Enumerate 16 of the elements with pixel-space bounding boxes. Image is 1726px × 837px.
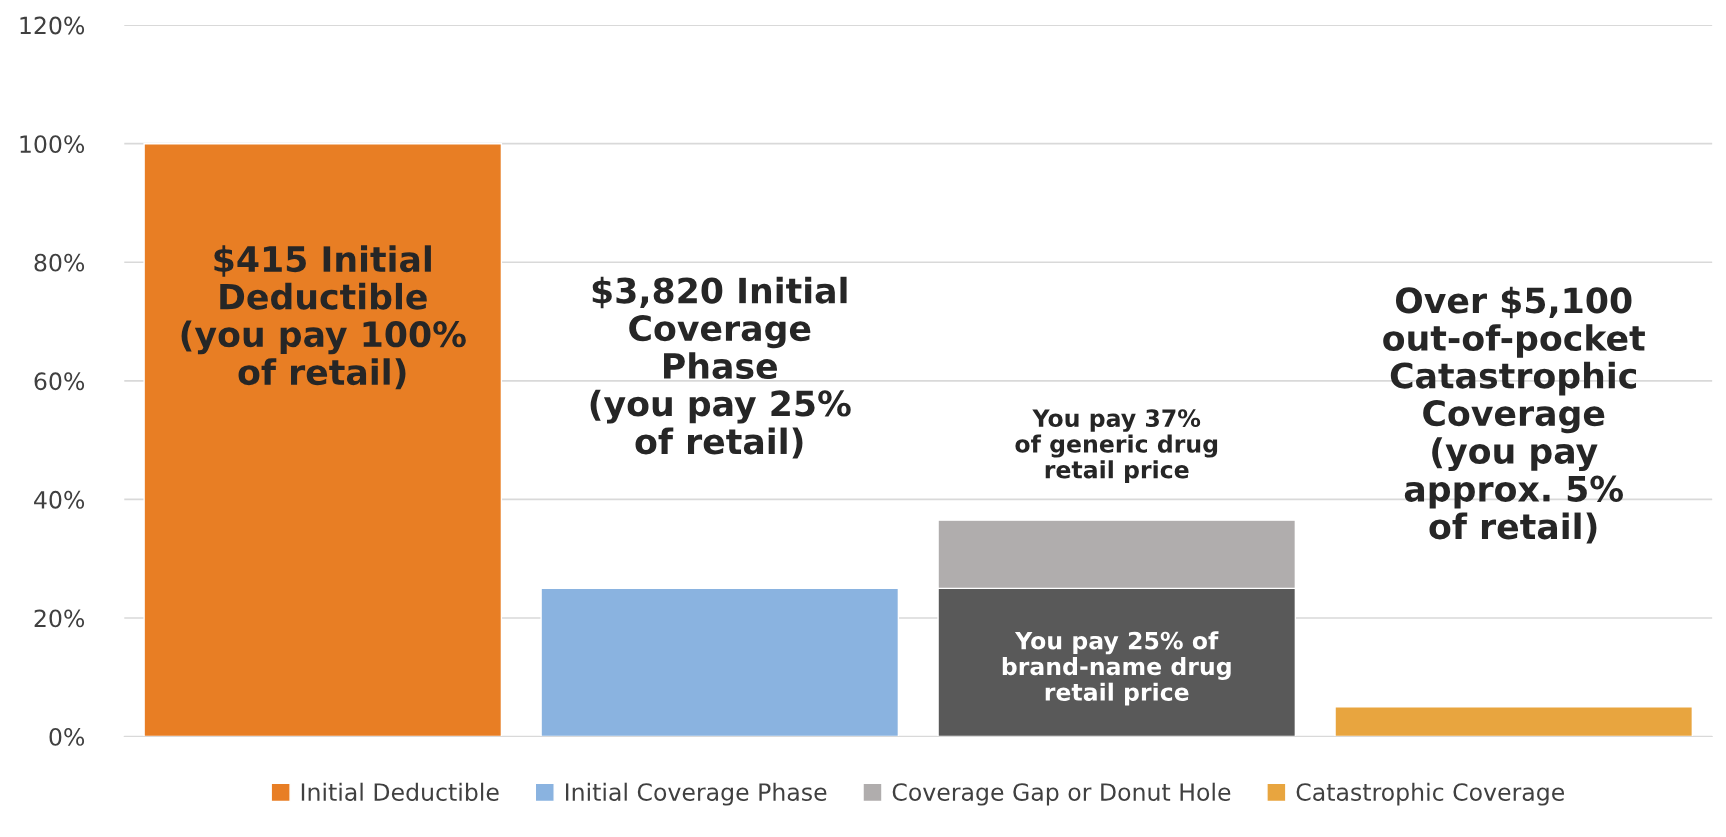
y-tick-label: 60%: [34, 372, 85, 391]
annotation: $415 Initial Deductible (you pay 100% of retail): [181, 245, 466, 390]
annotation: Over $5,100 out-of-pocket Catastrophic Coverage (you pay approx. 5% of retail): [1383, 286, 1645, 544]
legend-label: Catastrophic Coverage: [1296, 782, 1564, 806]
y-tick-label: 100%: [20, 135, 85, 153]
annotation: You pay 25% of brand-name drug retail price: [1002, 631, 1231, 706]
y-tick-label: 80%: [34, 253, 85, 272]
legend-label: Initial Coverage Phase: [565, 782, 827, 806]
annotation: You pay 37% of generic drug retail price: [1015, 409, 1218, 484]
y-tick-label: 20%: [34, 609, 85, 628]
y-tick-label: 40%: [34, 490, 85, 509]
annotation: $3,820 Initial Coverage Phase (you pay 25% of retail): [590, 276, 851, 459]
y-tick-label: 0%: [49, 728, 85, 746]
y-tick-label: 120%: [20, 16, 85, 35]
legend-label: Coverage Gap or Donut Hole: [892, 782, 1231, 806]
legend-label: Initial Deductible: [301, 782, 499, 801]
